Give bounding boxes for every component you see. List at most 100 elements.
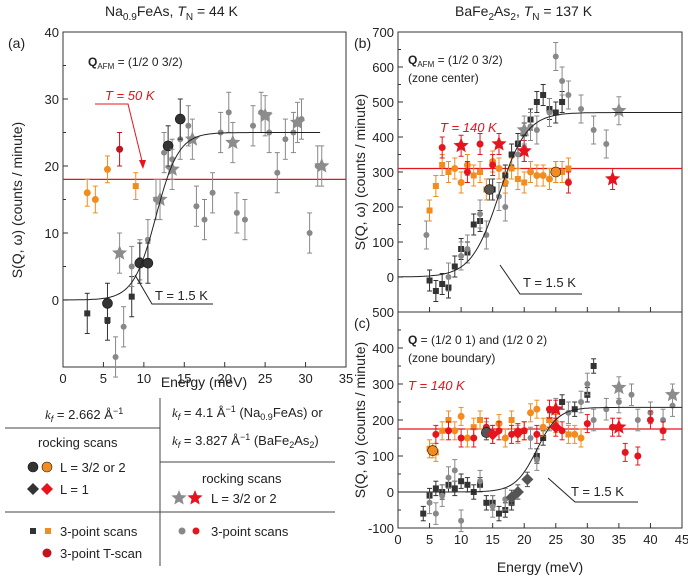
data-point-square bbox=[128, 293, 135, 300]
panel-b-ylabel: S(Q, ω) (counts / minute) bbox=[352, 94, 368, 250]
data-point-diamond bbox=[549, 421, 562, 434]
legend-dot-red-tscan bbox=[42, 548, 52, 558]
x-tick-label: 5 bbox=[426, 532, 433, 547]
panel-c-arrow-low bbox=[547, 477, 638, 503]
y-tick-label: 40 bbox=[45, 25, 59, 40]
data-point-redstar bbox=[516, 143, 532, 158]
low-t-fit-curve bbox=[398, 112, 682, 278]
data-point-dot bbox=[634, 417, 641, 423]
x-tick-label: 5 bbox=[100, 371, 107, 386]
data-point-dot bbox=[559, 78, 566, 84]
data-point-dot bbox=[193, 203, 200, 210]
data-point-red bbox=[457, 434, 465, 442]
data-point-red bbox=[659, 427, 667, 435]
data-point-orange bbox=[91, 196, 99, 203]
data-point-orange bbox=[83, 189, 91, 197]
data-point-ball bbox=[102, 298, 113, 309]
x-tick-label: 35 bbox=[339, 371, 353, 386]
data-point-orange bbox=[439, 427, 446, 434]
data-point-dot bbox=[250, 122, 257, 129]
data-point-ball bbox=[484, 184, 495, 195]
panel-a-arrow-low bbox=[134, 274, 213, 305]
legend-square-dark bbox=[30, 528, 36, 534]
legend-three-point-left: 3-point scans bbox=[60, 524, 138, 539]
data-point-red bbox=[438, 144, 446, 151]
data-point-red bbox=[621, 448, 629, 456]
y-tick-label: 0 bbox=[52, 293, 59, 308]
data-point-orange bbox=[132, 183, 139, 190]
data-point-dot bbox=[161, 149, 168, 156]
panel-b-data bbox=[398, 42, 682, 302]
data-point-dot bbox=[590, 417, 597, 423]
low-t-fit-curve bbox=[398, 406, 682, 493]
data-point-red bbox=[564, 179, 572, 186]
data-point-dot bbox=[514, 151, 521, 158]
panel-a-q: QAFM = (1/2 0 3/2) bbox=[88, 55, 183, 71]
x-tick-label: 35 bbox=[612, 532, 626, 547]
data-point-orange bbox=[571, 430, 579, 438]
data-point-dot bbox=[426, 499, 433, 506]
x-tick-label: 30 bbox=[580, 532, 594, 547]
data-point-orange bbox=[501, 434, 509, 442]
data-point-square bbox=[451, 485, 458, 492]
data-point-orange bbox=[527, 409, 535, 417]
data-point-red bbox=[116, 145, 124, 153]
x-tick-label: 20 bbox=[217, 371, 231, 386]
data-point-square bbox=[540, 92, 547, 98]
data-point-dot bbox=[120, 323, 127, 330]
data-point-star bbox=[611, 102, 627, 118]
data-point-orange bbox=[539, 172, 547, 179]
data-point-red bbox=[470, 434, 478, 442]
data-point-dot bbox=[502, 204, 509, 210]
data-point-dot bbox=[477, 211, 484, 217]
data-point-dot bbox=[451, 467, 458, 474]
panel-b-t-low: T = 1.5 K bbox=[523, 275, 576, 290]
panel-c-label: (c) bbox=[354, 315, 370, 331]
data-point-dot bbox=[489, 503, 496, 510]
x-tick-label: 25 bbox=[549, 532, 563, 547]
data-point-square bbox=[84, 310, 91, 317]
panel-b-zone: (zone center) bbox=[408, 71, 479, 85]
data-point-square bbox=[458, 478, 465, 485]
legend-ball-dark bbox=[27, 461, 39, 473]
panel-c-data bbox=[398, 358, 682, 533]
legend-ball-orange bbox=[41, 461, 53, 473]
legend-rocking-right: rocking scans bbox=[202, 471, 282, 486]
panel-b-arrow-low bbox=[499, 264, 582, 295]
data-point-dot bbox=[423, 232, 430, 238]
data-point-ball bbox=[142, 257, 154, 269]
data-point-dot bbox=[217, 129, 224, 136]
y-tick-label: -100 bbox=[368, 521, 394, 536]
data-point-star bbox=[225, 134, 241, 149]
y-tick-label: 30 bbox=[45, 92, 59, 107]
data-point-star bbox=[611, 379, 627, 395]
data-point-orange bbox=[521, 179, 528, 186]
legend-kf-right-2: kf = 3.827 Å−1 (BaFe2As2) bbox=[172, 432, 319, 450]
legend-diamond-red bbox=[41, 483, 53, 495]
data-point-dot bbox=[603, 141, 610, 147]
panel-c-zone: (zone boundary) bbox=[408, 351, 495, 365]
x-tick-label: 15 bbox=[485, 532, 499, 547]
y-tick-label: 100 bbox=[372, 449, 394, 464]
panel-c-xlabel: Energy (meV) bbox=[497, 559, 583, 575]
y-tick-label: 600 bbox=[372, 60, 394, 75]
data-point-square bbox=[451, 263, 458, 270]
panel-a-t-low: T = 1.5 K bbox=[155, 288, 208, 303]
data-point-dot bbox=[578, 399, 585, 405]
x-tick-label: 45 bbox=[675, 532, 688, 547]
data-point-square bbox=[559, 99, 566, 105]
data-point-red bbox=[646, 416, 654, 424]
y-tick-label: 0 bbox=[387, 485, 394, 500]
panel-c-t-low: T = 1.5 K bbox=[571, 484, 624, 499]
data-point-orange bbox=[559, 169, 566, 175]
x-tick-label: 40 bbox=[643, 532, 657, 547]
data-point-dot bbox=[565, 92, 572, 98]
data-point-dot bbox=[233, 209, 240, 216]
low-t-fit-curve bbox=[62, 132, 321, 301]
x-tick-label: 10 bbox=[137, 371, 151, 386]
data-point-dot bbox=[225, 109, 232, 116]
legend-kf-left: kf = 2.662 Å−1 bbox=[45, 406, 123, 424]
x-tick-label: 30 bbox=[298, 371, 312, 386]
panel-a-arrow-high bbox=[95, 103, 144, 166]
